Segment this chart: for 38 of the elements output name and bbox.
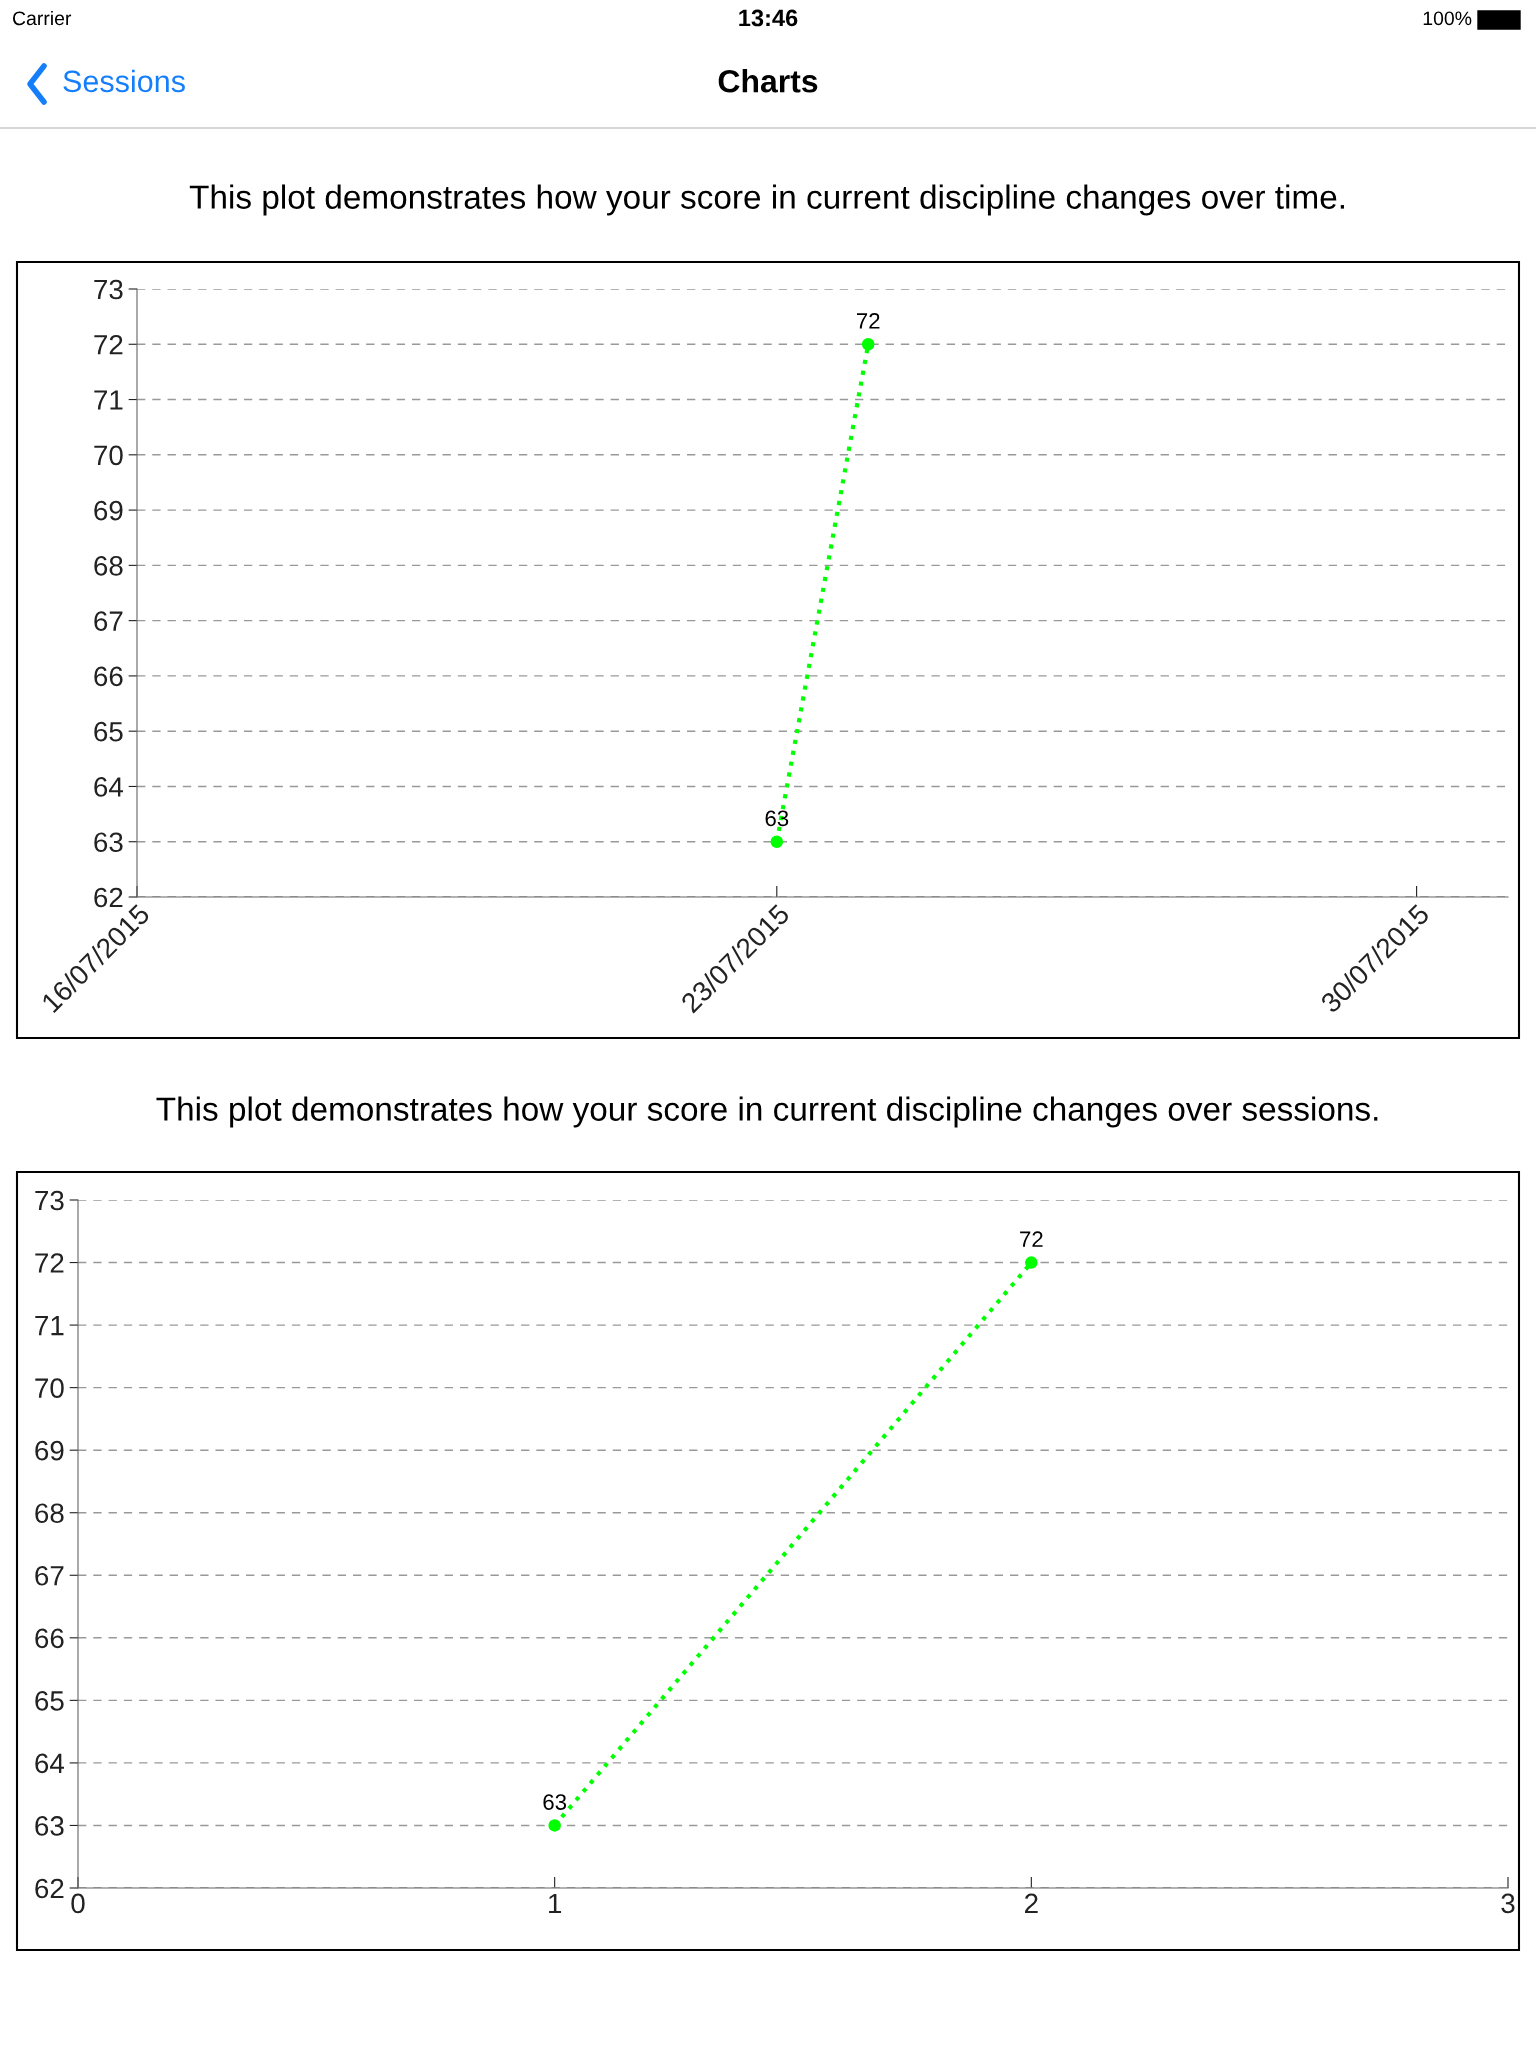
x-tick-label: 3 [1501,1893,1515,1914]
x-tick-label: 1 [549,1893,562,1913]
y-tick-label: 69 [94,500,123,521]
y-tick-label: 66 [94,666,123,687]
y-tick-label: 62 [35,1878,64,1899]
y-tick-label: 73 [94,279,123,300]
y-tick-label: 66 [35,1628,64,1649]
y-tick-label: 67 [35,1565,64,1586]
y-tick-label: 72 [35,1253,64,1273]
text: 13:46 [739,9,798,27]
y-tick-label: 73 [35,1190,64,1211]
y-tick-label: 70 [94,445,123,466]
y-tick-label: 68 [35,1503,64,1524]
y-tick-label: 64 [94,777,123,797]
data-label: 72 [856,313,880,329]
y-tick-label: 70 [35,1378,64,1398]
y-tick-label: 69 [35,1440,64,1461]
text: 100% [1423,11,1472,26]
y-tick-label: 63 [94,832,123,853]
text: Sessions [63,69,185,93]
data-label: 63 [543,1794,567,1810]
y-tick-label: 67 [94,611,123,631]
y-tick-label: 64 [35,1753,64,1774]
chart-title: This plot demonstrates how your score in current discipline changes over time. [189,184,1344,216]
data-label: 63 [765,810,789,827]
y-tick-label: 72 [94,334,123,355]
y-tick-label: 65 [35,1691,64,1711]
data-label: 72 [1020,1231,1043,1247]
x-tick-label: 2 [1025,1893,1038,1913]
y-tick-label: 71 [94,390,123,410]
text: Charts [718,69,818,93]
text: Carrier [12,10,72,26]
x-tick-label: 0 [71,1893,85,1914]
y-tick-label: 63 [35,1816,64,1836]
y-tick-label: 65 [94,721,123,742]
chart-title: This plot demonstrates how your score in current discipline changes over sessions. [156,1096,1378,1128]
y-tick-label: 68 [94,556,123,576]
y-tick-label: 71 [35,1316,64,1336]
